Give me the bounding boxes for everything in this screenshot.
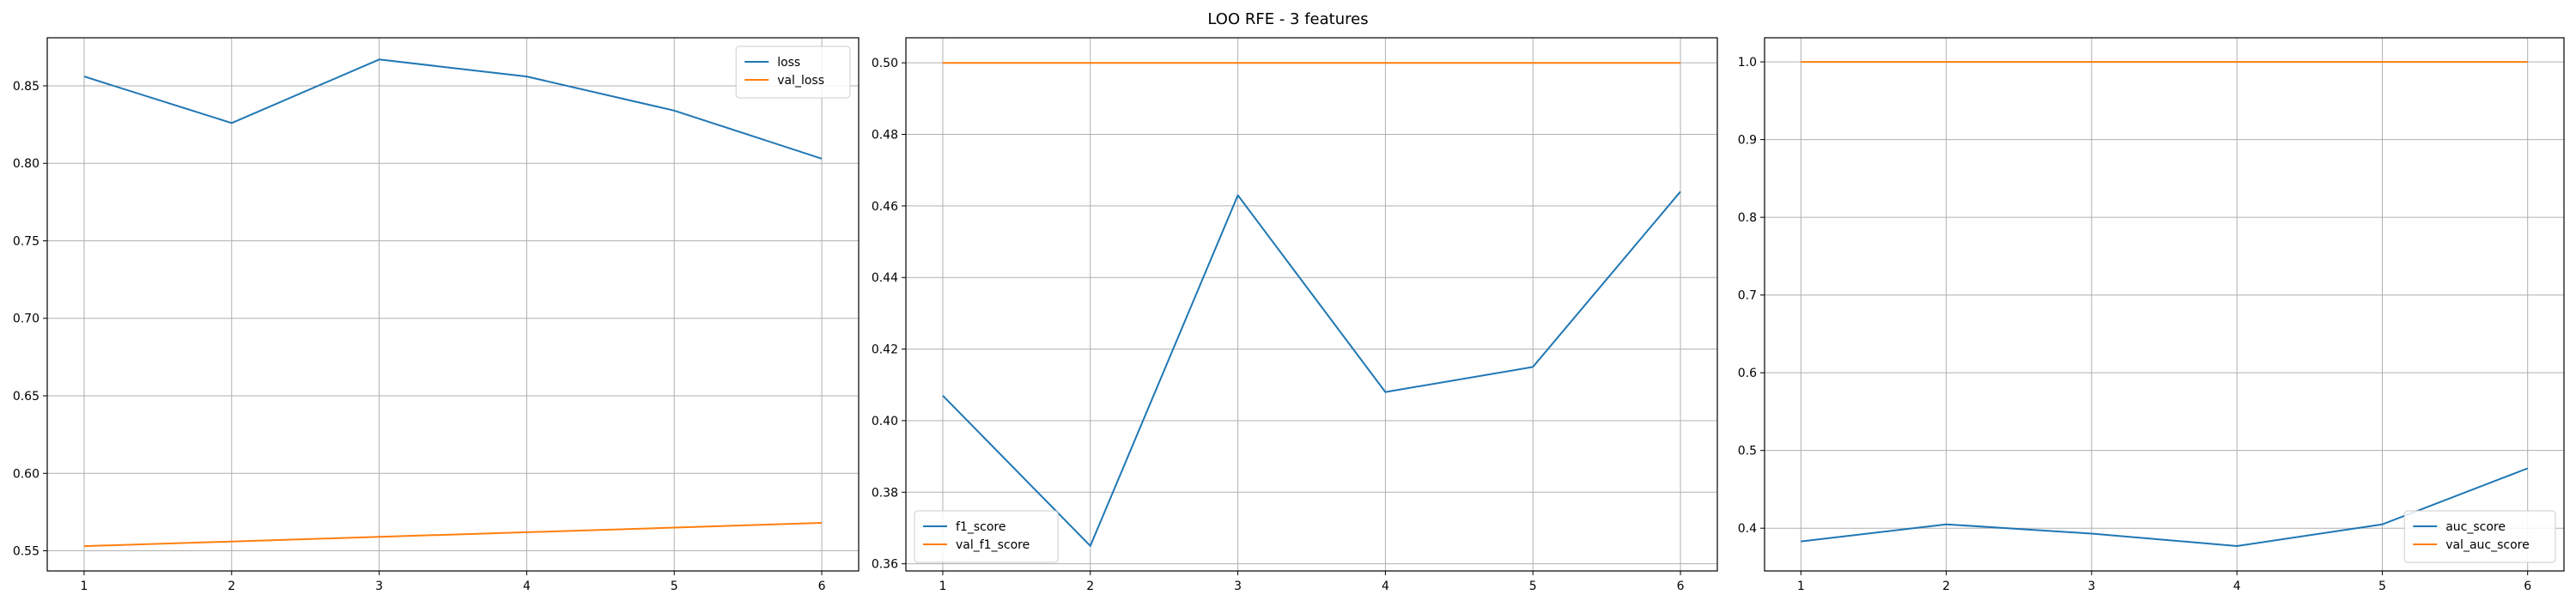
figure-suptitle: LOO RFE - 3 features	[1207, 10, 1368, 28]
x-tick-label: 5	[1529, 580, 1537, 593]
x-tick-label: 1	[939, 580, 946, 593]
subplot-1: 0.55 0.60 0.65 0.70 0.75 0.80 0.85 1 2 3 4 5 6 loss va…	[13, 37, 860, 593]
y-tick-label: 0.5	[1738, 445, 1757, 458]
y-tick-label: 0.42	[872, 343, 898, 357]
y-tick-label: 0.70	[13, 313, 39, 326]
subplot-3: 0.4 0.5 0.6 0.7 0.8 0.9 1.0 1 2 3 4 5 6 auc_score val_…	[1738, 37, 2565, 593]
legend-label: val_f1_score	[956, 538, 1030, 552]
x-tick-label: 1	[80, 580, 88, 593]
x-tick-label: 6	[2524, 580, 2531, 593]
legend-label: loss	[777, 56, 800, 70]
legend-box	[735, 46, 851, 99]
x-tick-label: 5	[671, 580, 678, 593]
x-tick-label: 4	[523, 580, 531, 593]
y-tick-label: 0.40	[872, 415, 898, 428]
x-tick-label: 2	[1086, 580, 1094, 593]
y-tick-label: 0.44	[872, 271, 898, 285]
subplots-container: 0.550.600.650.700.750.800.851 2 3 4 5 6lossva…	[13, 37, 2565, 593]
x-tick-label: 2	[1942, 580, 1950, 593]
x-tick-label: 4	[2233, 580, 2241, 593]
y-tick-label: 0.38	[872, 486, 898, 500]
x-tick-label: 3	[1234, 580, 1242, 593]
x-tick-label: 2	[228, 580, 235, 593]
subplot-2: 0.36 0.38 0.40 0.42 0.44 0.46 0.48 0.50 1 2 3 4 5 6 f1…	[872, 37, 1718, 593]
x-tick-label: 4	[1382, 580, 1389, 593]
y-tick-label: 0.75	[13, 234, 39, 248]
y-tick-label: 0.36	[872, 558, 898, 572]
y-tick-label: 0.9	[1738, 134, 1757, 148]
y-tick-label: 0.4	[1738, 522, 1757, 536]
y-tick-label: 0.60	[13, 467, 39, 481]
series-line-f1-score	[942, 191, 1681, 547]
y-tick-label: 0.48	[872, 129, 898, 143]
y-tick-label: 1.0	[1738, 56, 1757, 70]
y-tick-label: 0.85	[13, 80, 39, 94]
legend: f1_score val_f1_score	[914, 510, 1059, 563]
y-tick-label: 0.65	[13, 390, 39, 404]
legend: loss val_loss	[735, 46, 851, 99]
legend-label: val_auc_score	[2445, 538, 2530, 552]
x-tick-label: 5	[2379, 580, 2386, 593]
y-tick-label: 0.50	[872, 57, 898, 70]
x-tick-label: 3	[2087, 580, 2095, 593]
x-tick-label: 3	[375, 580, 383, 593]
legend-label: f1_score	[956, 520, 1005, 534]
series-line-val-loss	[83, 522, 823, 548]
axes-frame	[1764, 37, 2565, 572]
y-tick-label: 0.6	[1738, 367, 1757, 380]
legend-box	[2403, 510, 2556, 563]
legend-label: auc_score	[2445, 520, 2506, 534]
y-tick-label: 0.80	[13, 157, 39, 171]
y-tick-label: 0.7	[1738, 289, 1757, 303]
legend-label: val_loss	[777, 74, 824, 88]
legend-box	[914, 510, 1059, 563]
x-tick-label: 6	[818, 580, 826, 593]
legend: auc_score val_auc_score	[2403, 510, 2556, 563]
x-tick-label: 1	[1797, 580, 1805, 593]
x-tick-label: 6	[1677, 580, 1685, 593]
series-line-loss	[83, 58, 823, 160]
axes-frame	[905, 37, 1718, 572]
y-tick-label: 0.8	[1738, 211, 1757, 225]
axes-frame	[46, 37, 860, 572]
y-tick-label: 0.55	[13, 545, 39, 559]
y-tick-label: 0.46	[872, 200, 898, 214]
